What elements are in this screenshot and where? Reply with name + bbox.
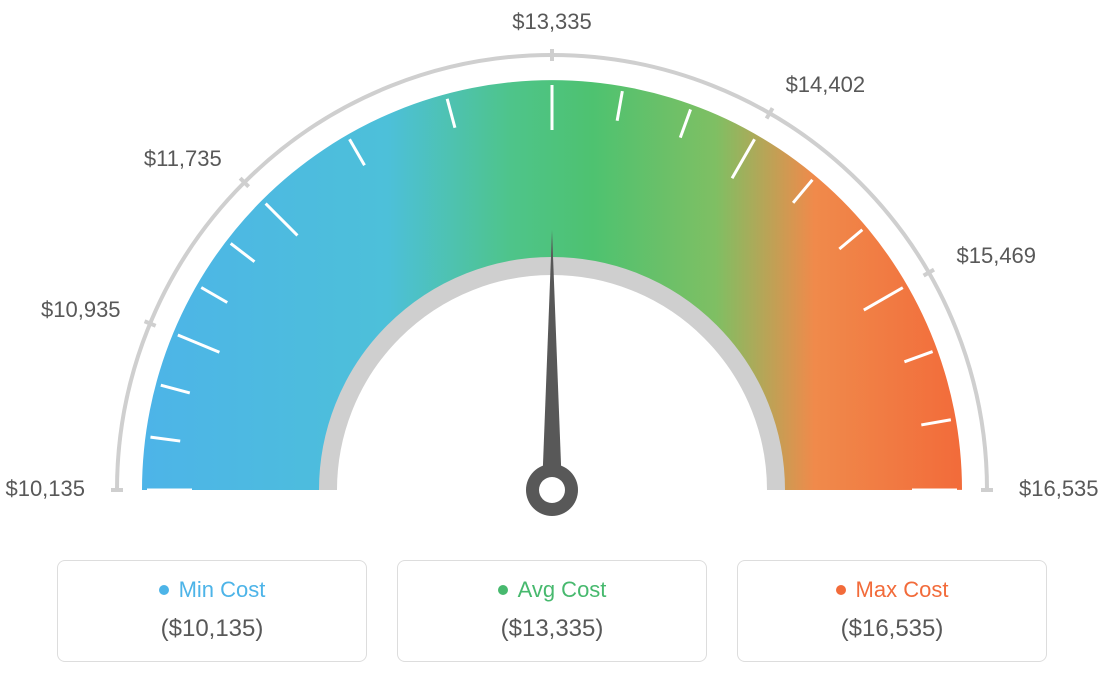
legend-title-max: Max Cost: [748, 577, 1036, 603]
gauge-tick-label: $11,735: [132, 146, 222, 172]
bullet-icon: [159, 585, 169, 595]
legend-card-min: Min Cost ($10,135): [57, 560, 367, 662]
gauge-tick-label: $10,135: [0, 476, 85, 502]
legend-title-min: Min Cost: [68, 577, 356, 603]
gauge-svg: [0, 0, 1104, 540]
gauge-tick-label: $10,935: [31, 297, 121, 323]
legend-row: Min Cost ($10,135) Avg Cost ($13,335) Ma…: [0, 560, 1104, 662]
legend-card-avg: Avg Cost ($13,335): [397, 560, 707, 662]
bullet-icon: [498, 585, 508, 595]
legend-card-max: Max Cost ($16,535): [737, 560, 1047, 662]
cost-gauge-chart: { "gauge": { "type": "gauge", "min_value…: [0, 0, 1104, 690]
legend-title-text: Avg Cost: [518, 577, 607, 603]
gauge-area: $10,135 $10,935 $11,735 $13,335 $14,402 $15,4…: [0, 0, 1104, 540]
gauge-tick-label: $15,469: [957, 243, 1047, 269]
legend-value-avg: ($13,335): [408, 615, 696, 643]
legend-value-max: ($16,535): [748, 615, 1036, 643]
gauge-tick-label: $13,335: [507, 9, 597, 35]
legend-title-text: Max Cost: [856, 577, 949, 603]
bullet-icon: [836, 585, 846, 595]
legend-title-text: Min Cost: [179, 577, 266, 603]
legend-value-min: ($10,135): [68, 615, 356, 643]
legend-title-avg: Avg Cost: [408, 577, 696, 603]
gauge-tick-label: $16,535: [1019, 476, 1104, 502]
gauge-tick-label: $14,402: [786, 72, 876, 98]
